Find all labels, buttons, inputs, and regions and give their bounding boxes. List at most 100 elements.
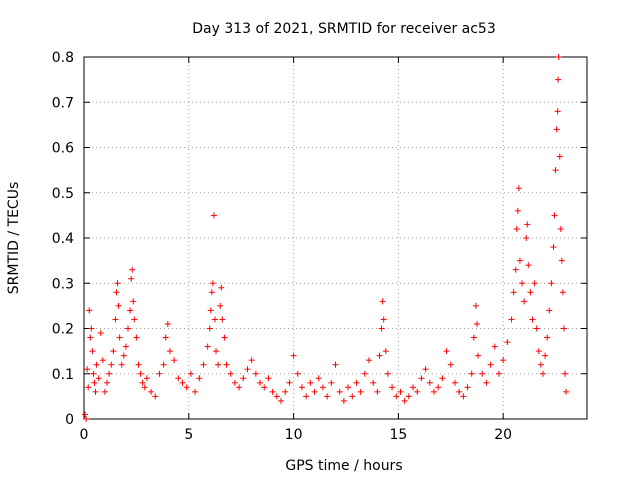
data-point — [374, 388, 381, 395]
data-point — [389, 384, 396, 391]
data-point — [108, 361, 115, 368]
data-point — [376, 352, 383, 359]
x-tick-label: 5 — [184, 427, 193, 443]
data-point — [106, 370, 113, 377]
data-point — [559, 289, 566, 296]
data-point — [227, 370, 234, 377]
data-point — [470, 334, 477, 341]
data-point — [130, 298, 137, 305]
x-tick-label: 0 — [80, 427, 89, 443]
data-point — [236, 384, 243, 391]
data-point — [127, 307, 134, 314]
data-point — [84, 366, 91, 373]
data-point — [204, 343, 211, 350]
data-point — [431, 388, 438, 395]
y-tick-label: 0.5 — [52, 186, 74, 202]
data-point — [248, 357, 255, 364]
y-tick-label: 0.8 — [52, 50, 74, 66]
data-point — [525, 262, 532, 269]
data-point — [183, 384, 190, 391]
data-point — [401, 397, 408, 404]
data-point — [345, 384, 352, 391]
data-point — [93, 361, 100, 368]
data-point — [137, 370, 144, 377]
data-point — [561, 370, 568, 377]
data-point — [460, 393, 467, 400]
data-point — [213, 348, 220, 355]
data-point — [468, 370, 475, 377]
data-point — [500, 357, 507, 364]
data-point — [556, 153, 563, 160]
data-point — [97, 330, 104, 337]
data-point — [410, 384, 417, 391]
y-axis-label: SRMTID / TECUs — [6, 182, 22, 295]
data-point — [319, 384, 326, 391]
data-point — [91, 379, 98, 386]
data-point — [537, 361, 544, 368]
x-tick-label: 15 — [389, 427, 407, 443]
data-point — [92, 388, 99, 395]
data-point — [546, 307, 553, 314]
data-point — [89, 348, 96, 355]
data-point — [131, 316, 138, 323]
data-point — [125, 325, 132, 332]
data-point — [116, 334, 123, 341]
data-point — [557, 225, 564, 232]
data-point — [514, 207, 521, 214]
data-point — [539, 370, 546, 377]
data-point — [303, 393, 310, 400]
data-point — [209, 280, 216, 287]
data-point — [554, 108, 561, 115]
data-point — [265, 375, 272, 382]
data-point — [90, 370, 97, 377]
data-point — [223, 361, 230, 368]
data-point — [104, 379, 111, 386]
data-point — [519, 280, 526, 287]
data-point — [257, 379, 264, 386]
data-point — [208, 289, 215, 296]
data-point — [143, 375, 150, 382]
data-point — [290, 352, 297, 359]
x-axis-ticks: 0 5 10 15 20 — [80, 57, 512, 443]
data-point — [88, 325, 95, 332]
data-point — [244, 366, 251, 373]
data-point — [160, 361, 167, 368]
data-point — [286, 379, 293, 386]
data-point — [544, 334, 551, 341]
data-point — [207, 307, 214, 314]
data-point — [397, 388, 404, 395]
data-point — [495, 370, 502, 377]
data-point — [135, 361, 142, 368]
data-point — [475, 352, 482, 359]
data-point — [311, 388, 318, 395]
data-points — [82, 54, 570, 422]
data-point — [141, 384, 148, 391]
data-point — [473, 320, 480, 327]
data-point — [515, 185, 522, 192]
y-tick-label: 0.3 — [52, 276, 74, 292]
data-point — [82, 411, 89, 418]
data-point — [336, 388, 343, 395]
data-point — [558, 257, 565, 264]
data-point — [101, 388, 108, 395]
data-point — [261, 384, 268, 391]
data-point — [86, 307, 93, 314]
data-point — [516, 257, 523, 264]
data-point — [164, 320, 171, 327]
data-point — [152, 393, 159, 400]
data-point — [357, 388, 364, 395]
data-point — [563, 388, 570, 395]
data-point — [361, 370, 368, 377]
data-point — [504, 339, 511, 346]
data-point — [332, 361, 339, 368]
data-point — [382, 348, 389, 355]
data-point — [87, 334, 94, 341]
data-point — [83, 416, 90, 422]
data-point — [553, 126, 560, 133]
data-point — [550, 244, 557, 251]
data-point — [294, 370, 301, 377]
data-point — [551, 212, 558, 219]
data-point — [328, 379, 335, 386]
data-point — [162, 334, 169, 341]
data-point — [110, 348, 117, 355]
